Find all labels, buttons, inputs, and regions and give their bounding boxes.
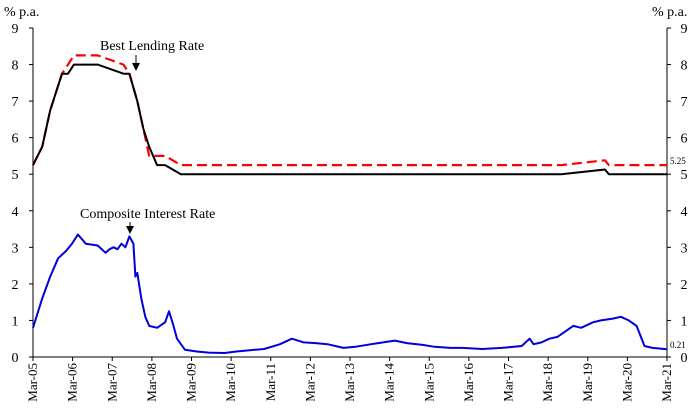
composite-interest-rate-label: Composite Interest Rate	[80, 207, 215, 222]
left-tick-label: 6	[12, 132, 19, 147]
left-tick-label: 0	[12, 351, 19, 366]
right-tick-label: 6	[681, 132, 688, 147]
end-label-cir: 0.21	[670, 340, 686, 350]
left-tick-label: 1	[12, 314, 19, 329]
right-tick-label: 1	[681, 314, 688, 329]
left-tick-label: 8	[12, 59, 19, 74]
x-tick-label: Mar-18	[540, 363, 555, 402]
x-axis: Mar-05 Mar-06 Mar-07 Mar-08 Mar-09 Mar-10 Mar-…	[25, 357, 674, 402]
x-tick-label: Mar-14	[382, 363, 397, 402]
x-tick-label: Mar-12	[302, 363, 317, 402]
left-tick-label: 5	[12, 168, 19, 183]
x-tick-label: Mar-19	[580, 363, 595, 402]
series-composite-interest-rate	[32, 233, 668, 354]
series-group	[32, 54, 668, 354]
right-axis-unit: % p.a.	[652, 5, 687, 20]
x-tick-label: Mar-13	[342, 363, 357, 402]
right-tick-label: 4	[681, 205, 688, 220]
x-tick-label: Mar-10	[223, 363, 238, 402]
x-tick-label: Mar-16	[461, 363, 476, 402]
best-lending-rate-label: Best Lending Rate	[100, 39, 204, 54]
plot-frame	[32, 28, 668, 358]
x-tick-label: Mar-21	[659, 363, 674, 402]
composite-rate-arrowhead	[126, 226, 134, 234]
series-best-lending-rate-lower	[32, 63, 667, 176]
x-tick-label: Mar-15	[421, 363, 436, 402]
right-tick-label: 3	[681, 241, 688, 256]
right-tick-label: 0	[681, 351, 688, 366]
x-tick-label: Mar-08	[144, 363, 159, 402]
right-tick-label: 5	[681, 168, 688, 183]
x-tick-label: Mar-09	[184, 363, 199, 402]
x-tick-label: Mar-07	[104, 363, 119, 402]
right-tick-label: 8	[681, 59, 688, 74]
right-y-axis: 0 1 2 3 4 5 6 7 8 9	[667, 22, 688, 366]
right-tick-label: 2	[681, 278, 688, 293]
series-best-lending-rate-upper	[32, 54, 667, 167]
left-tick-label: 7	[12, 95, 19, 110]
left-tick-label: 2	[12, 278, 19, 293]
x-tick-label: Mar-20	[619, 363, 634, 402]
right-tick-label: 7	[681, 95, 688, 110]
left-axis-unit: % p.a.	[4, 5, 39, 20]
right-tick-label: 9	[681, 22, 688, 37]
best-lending-rate-arrowhead	[132, 63, 140, 71]
left-tick-label: 3	[12, 241, 19, 256]
x-tick-label: Mar-05	[25, 363, 40, 402]
end-label-blr: 5.25	[670, 156, 686, 166]
left-tick-label: 4	[12, 205, 19, 220]
x-tick-label: Mar-17	[501, 363, 516, 402]
left-tick-label: 9	[12, 22, 19, 37]
left-y-axis: 0 1 2 3 4 5 6 7 8 9	[12, 22, 33, 366]
x-tick-label: Mar-06	[65, 363, 80, 402]
x-tick-label: Mar-11	[263, 363, 278, 401]
